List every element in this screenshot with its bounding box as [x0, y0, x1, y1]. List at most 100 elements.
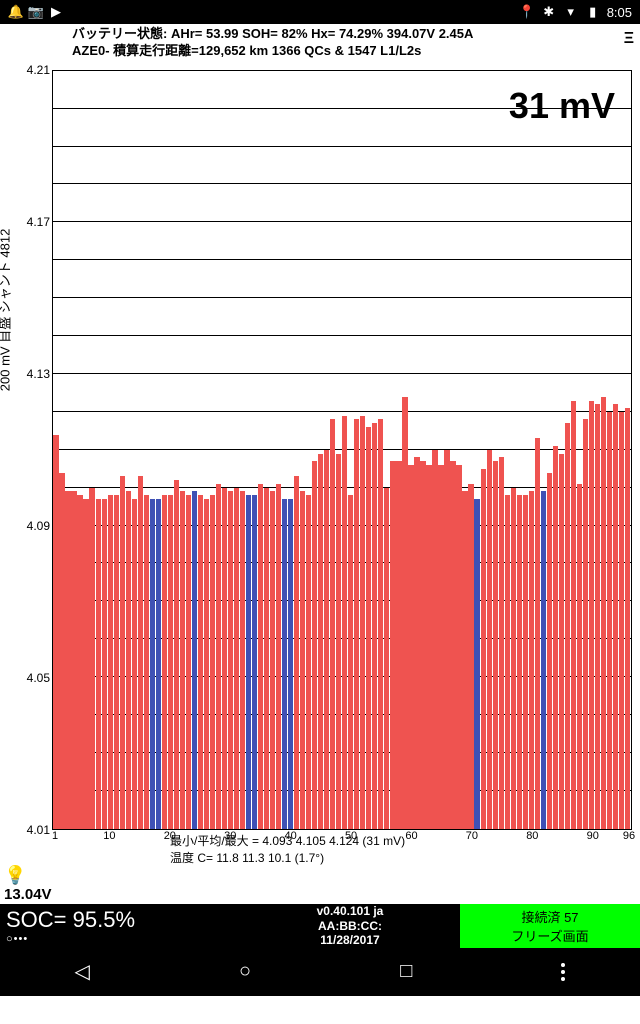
cell-bar — [517, 495, 522, 829]
cell-bar — [258, 484, 263, 829]
cell-bar — [402, 397, 407, 829]
cell-bar — [288, 499, 293, 829]
y-axis-ticks: 4.014.054.094.134.174.21 — [20, 60, 52, 866]
cell-bar — [336, 454, 341, 829]
overflow-button[interactable] — [561, 963, 565, 981]
youtube-icon: ▶ — [48, 4, 64, 20]
page-dots[interactable]: ○••• — [6, 933, 240, 945]
cell-bar — [89, 488, 94, 829]
cell-bar — [59, 473, 64, 829]
cell-bar — [372, 423, 377, 829]
chart-area: 200 mV 目盛 シャント 4812 4.014.054.094.134.17… — [0, 60, 640, 866]
cell-bar — [330, 419, 335, 828]
cell-bar — [481, 469, 486, 829]
cell-bar — [108, 495, 113, 829]
cell-bar — [246, 495, 251, 829]
cell-bar — [547, 473, 552, 829]
cell-bar — [493, 461, 498, 829]
status-right-icons: 📍 ✱ ▾ ▮ 8:05 — [519, 4, 632, 20]
cell-bar — [354, 419, 359, 828]
cell-bar — [619, 412, 624, 829]
aux-voltage: 13.04V — [0, 886, 640, 904]
cell-bar — [390, 461, 395, 829]
cell-bar — [450, 461, 455, 829]
cell-bar — [474, 499, 479, 829]
cell-bar — [204, 499, 209, 829]
cell-bar — [348, 495, 353, 829]
cell-bar — [83, 499, 88, 829]
cell-bar — [180, 491, 185, 828]
android-status-bar: 🔔 📷 ▶ 📍 ✱ ▾ ▮ 8:05 — [0, 0, 640, 24]
cell-bar — [625, 408, 630, 829]
cell-bar — [529, 491, 534, 828]
cell-bar — [156, 499, 161, 829]
cell-bar — [444, 450, 449, 829]
cell-bar — [71, 491, 76, 828]
header-line-2: AZE0- 積算走行距離=129,652 km 1366 QCs & 1547 … — [72, 43, 632, 60]
recent-button[interactable]: □ — [400, 960, 412, 983]
cell-bar — [583, 419, 588, 828]
android-nav-bar: ◁ ○ □ — [0, 948, 640, 996]
version-block: v0.40.101 jaAA:BB:CC:11/28/2017 — [240, 904, 460, 947]
bars-container — [53, 71, 631, 829]
cell-bar — [192, 491, 197, 828]
cell-bar — [384, 488, 389, 829]
cell-bar — [168, 495, 173, 829]
notif-icon: 🔔 — [8, 4, 24, 20]
bulb-row: 💡 — [0, 866, 640, 886]
cell-bar — [312, 461, 317, 829]
cell-bar — [53, 435, 58, 829]
battery-header: バッテリー状態: AHr= 53.99 SOH= 82% Hx= 74.29% … — [0, 24, 640, 60]
cell-bar — [318, 454, 323, 829]
cell-bar — [462, 491, 467, 828]
notif-icon: 📷 — [28, 4, 44, 20]
cell-bar — [120, 476, 125, 828]
cell-bar — [174, 480, 179, 829]
cell-bar — [294, 476, 299, 828]
cell-bar — [438, 465, 443, 829]
cell-bar — [589, 401, 594, 829]
clock: 8:05 — [607, 5, 632, 20]
cell-bar — [264, 488, 269, 829]
cell-bar — [282, 499, 287, 829]
cell-bar — [150, 499, 155, 829]
cell-bar — [114, 495, 119, 829]
cell-bar — [77, 495, 82, 829]
cell-bar — [324, 450, 329, 829]
cell-bar — [487, 450, 492, 829]
cell-bar — [511, 488, 516, 829]
cell-bar — [468, 484, 473, 829]
bottom-strip: SOC= 95.5% ○••• v0.40.101 jaAA:BB:CC:11/… — [0, 904, 640, 948]
header-line-1: バッテリー状態: AHr= 53.99 SOH= 82% Hx= 74.29% … — [72, 26, 632, 43]
cell-bar — [426, 465, 431, 829]
cell-bar — [198, 495, 203, 829]
home-button[interactable]: ○ — [239, 960, 251, 983]
cell-bar — [234, 488, 239, 829]
soc-block: SOC= 95.5% ○••• — [0, 907, 240, 945]
cell-bar — [559, 454, 564, 829]
cell-bar — [601, 397, 606, 829]
y-axis-label: 200 mV 目盛 シャント 4812 — [0, 228, 14, 391]
connection-status[interactable]: 接続済 57フリーズ画面 — [460, 904, 640, 948]
cell-bar — [535, 438, 540, 828]
stats-min-max: 最小/平均/最大 = 4.093 4.105 4.124 (31 mV) — [170, 832, 405, 849]
cell-bar — [252, 495, 257, 829]
cell-bar — [126, 491, 131, 828]
cell-bar — [499, 457, 504, 828]
cell-bar — [210, 495, 215, 829]
cell-bar — [565, 423, 570, 829]
cell-bar — [300, 491, 305, 828]
menu-icon[interactable]: Ξ — [624, 30, 634, 48]
cell-bar — [553, 446, 558, 829]
back-button[interactable]: ◁ — [75, 959, 90, 984]
status-left-icons: 🔔 📷 ▶ — [8, 4, 64, 20]
cell-bar — [414, 457, 419, 828]
cell-bar — [276, 484, 281, 829]
soc-value: SOC= 95.5% — [6, 907, 240, 933]
bulb-icon: 💡 — [4, 865, 26, 886]
cell-bar — [366, 427, 371, 829]
cell-bar — [456, 465, 461, 829]
cell-bar — [65, 491, 70, 828]
cell-bar — [432, 450, 437, 829]
location-icon: 📍 — [519, 4, 535, 20]
